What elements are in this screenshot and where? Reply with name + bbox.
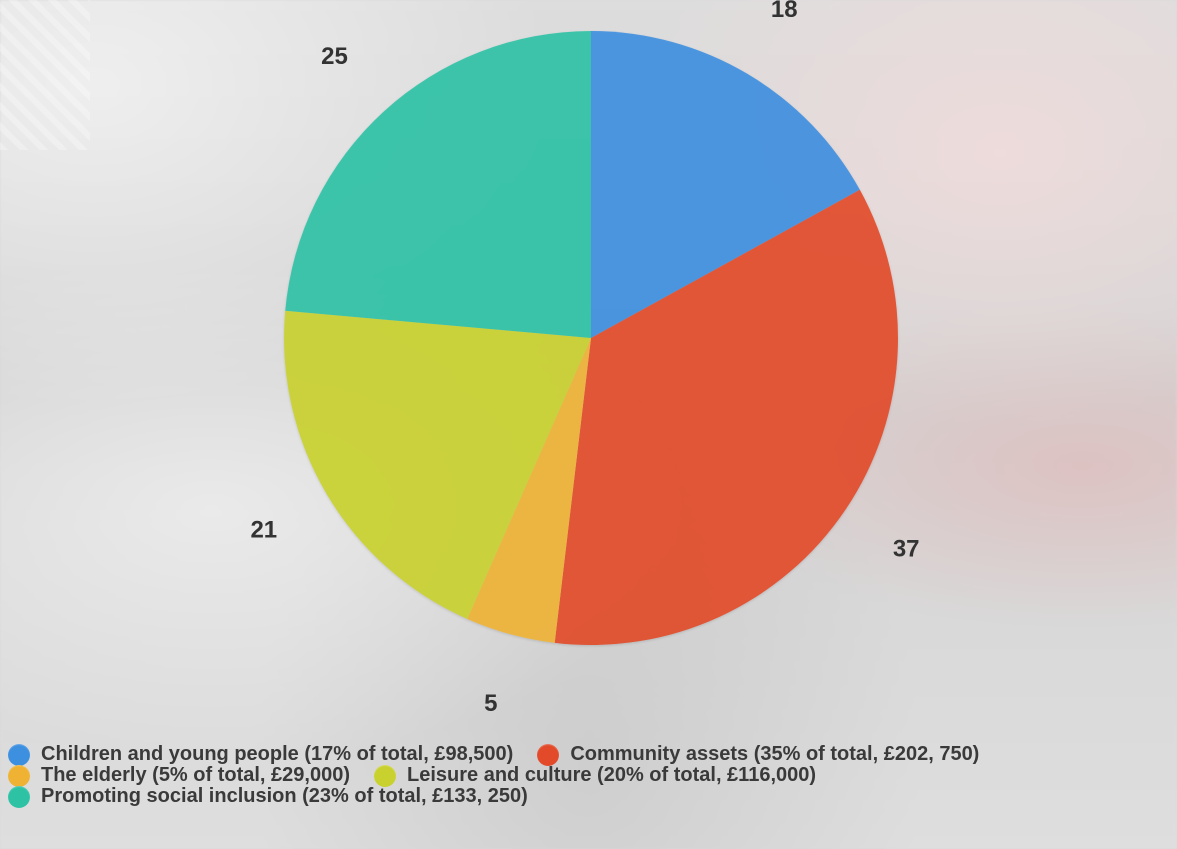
legend-row-1: Children and young people (17% of total,…	[8, 743, 1173, 766]
pie-data-label-4: 25	[321, 43, 348, 70]
legend-label-elderly: The elderly (5% of total, £29,000)	[41, 764, 350, 786]
background-decoration	[0, 0, 90, 150]
legend-item-community-assets[interactable]: Community assets (35% of total, £202, 75…	[537, 743, 980, 766]
legend-row-3: Promoting social inclusion (23% of total…	[8, 785, 1173, 808]
legend-swatch-orange	[8, 764, 30, 787]
legend-swatch-yellow	[374, 764, 396, 787]
legend-swatch-teal	[8, 785, 30, 808]
legend-swatch-red	[537, 743, 560, 766]
legend-item-social-inclusion[interactable]: Promoting social inclusion (23% of total…	[8, 785, 528, 808]
pie-slice-the-elderly[interactable]	[467, 338, 591, 643]
legend-row-2: The elderly (5% of total, £29,000) Leisu…	[8, 764, 1173, 787]
pie-slice-promoting-social-inclusion[interactable]	[285, 31, 591, 338]
legend-swatch-blue	[8, 743, 30, 766]
pie-data-label-3: 21	[250, 517, 277, 544]
chart-legend: Children and young people (17% of total,…	[8, 743, 1173, 844]
pie-data-label-0: 18	[771, 0, 798, 23]
legend-item-elderly[interactable]: The elderly (5% of total, £29,000)	[8, 764, 350, 787]
legend-item-leisure-culture[interactable]: Leisure and culture (20% of total, £116,…	[374, 764, 817, 787]
pie-slice-leisure-and-culture[interactable]	[284, 310, 591, 619]
legend-label-social-inclusion: Promoting social inclusion (23% of total…	[41, 785, 528, 807]
pie-data-label-1: 37	[893, 536, 920, 563]
legend-label-leisure-culture: Leisure and culture (20% of total, £116,…	[407, 764, 817, 786]
pie-slice-children-and-young-people[interactable]	[591, 31, 860, 338]
legend-label-community-assets: Community assets (35% of total, £202, 75…	[570, 743, 980, 765]
pie-data-labels: 18 37 5 21 25	[250, 0, 919, 717]
pie-slices	[284, 31, 898, 646]
legend-label-children-young-people: Children and young people (17% of total,…	[41, 743, 514, 765]
pie-data-label-2: 5	[484, 690, 497, 717]
pie-slice-community-assets[interactable]	[554, 189, 898, 646]
legend-item-children-young-people[interactable]: Children and young people (17% of total,…	[8, 743, 514, 766]
